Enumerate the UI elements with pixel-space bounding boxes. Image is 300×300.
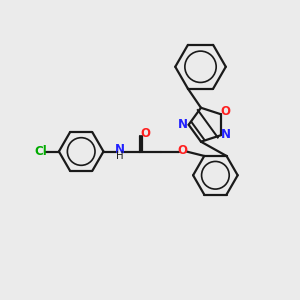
- Text: O: O: [140, 127, 150, 140]
- Text: N: N: [221, 128, 231, 141]
- Text: N: N: [115, 143, 125, 156]
- Text: O: O: [178, 144, 188, 158]
- Text: N: N: [178, 118, 188, 130]
- Text: H: H: [116, 151, 124, 161]
- Text: Cl: Cl: [35, 145, 47, 158]
- Text: O: O: [220, 105, 230, 119]
